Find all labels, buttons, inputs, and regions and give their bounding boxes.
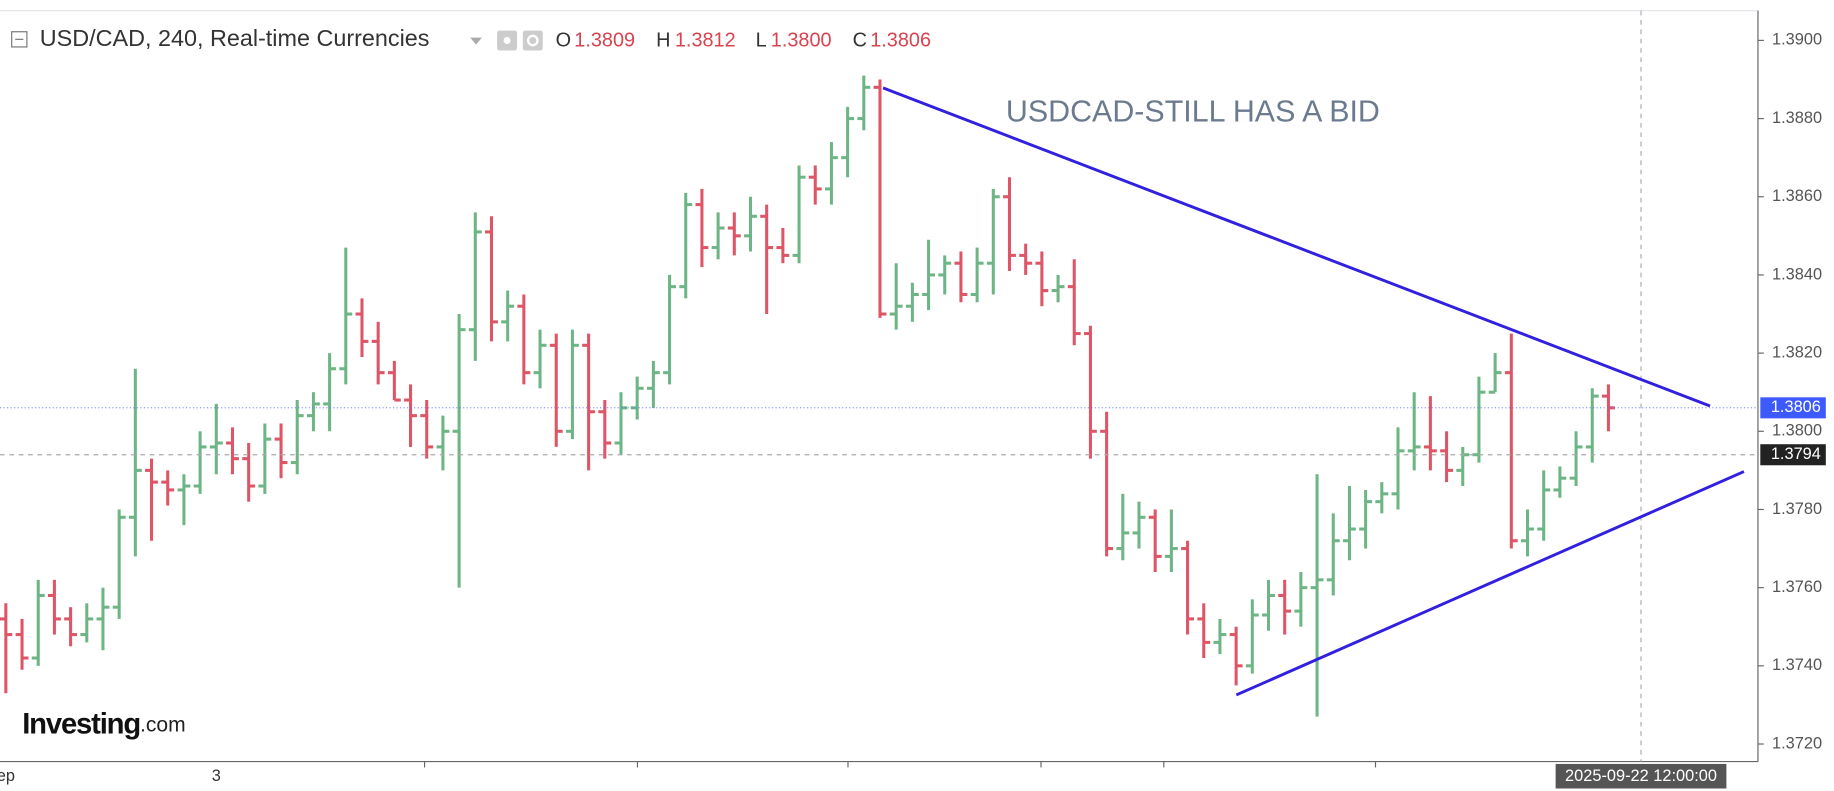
ohlc-value: 1.3812 <box>675 29 736 51</box>
y-tick-label: 1.3720 <box>1772 734 1822 752</box>
symbol-title[interactable]: USD/CAD, 240, Real-time Currencies <box>40 25 430 51</box>
ohlc-key: H <box>656 29 670 51</box>
collapse-icon[interactable] <box>11 31 28 48</box>
crosshair-date-label: 2025-09-22 12:00:00 <box>1565 767 1717 785</box>
y-tick-label: 1.3800 <box>1772 422 1822 440</box>
ohlc-key: L <box>756 29 767 51</box>
eye-icon-pupil <box>503 37 511 45</box>
ohlc-key: O <box>556 29 571 51</box>
last-price-box <box>1760 397 1826 419</box>
trendline-lower <box>1235 470 1745 697</box>
y-tick-label: 1.3740 <box>1772 656 1822 674</box>
y-tick-label: 1.3900 <box>1772 31 1822 49</box>
y-tick-label: 1.3780 <box>1772 500 1822 518</box>
y-tick-label: 1.3840 <box>1772 265 1822 283</box>
logo-name: Investing <box>22 708 140 740</box>
ohlc-value: 1.3809 <box>574 29 635 51</box>
y-tick-label: 1.3860 <box>1772 187 1822 205</box>
crosshair-date-box <box>1555 763 1727 789</box>
ohlc-value: 1.3800 <box>771 29 832 51</box>
crosshair-price-box <box>1760 444 1826 466</box>
logo: Investing.com <box>22 708 185 740</box>
annotation: USDCAD-STILL HAS A BID <box>1006 95 1380 129</box>
crosshair-price-label: 1.3794 <box>1771 445 1821 463</box>
y-tick-label: 1.3820 <box>1772 343 1822 361</box>
bars <box>0 75 1615 717</box>
y-tick-label: 1.3880 <box>1772 109 1822 127</box>
time-ticks <box>423 761 1377 768</box>
trendline-upper <box>882 86 1711 408</box>
ohlc-value: 1.3806 <box>870 29 931 51</box>
ohlc-key: C <box>853 29 867 51</box>
last-price-label: 1.3806 <box>1771 398 1821 416</box>
dropdown-arrow[interactable] <box>470 37 482 45</box>
y-tick-label: 1.3760 <box>1772 578 1822 596</box>
x-tick-label: ep <box>0 767 15 785</box>
x-tick-label: 3 <box>212 767 221 785</box>
gear-icon[interactable] <box>522 30 543 51</box>
logo-suffix: .com <box>140 713 186 736</box>
gear-icon-ring <box>526 34 539 47</box>
